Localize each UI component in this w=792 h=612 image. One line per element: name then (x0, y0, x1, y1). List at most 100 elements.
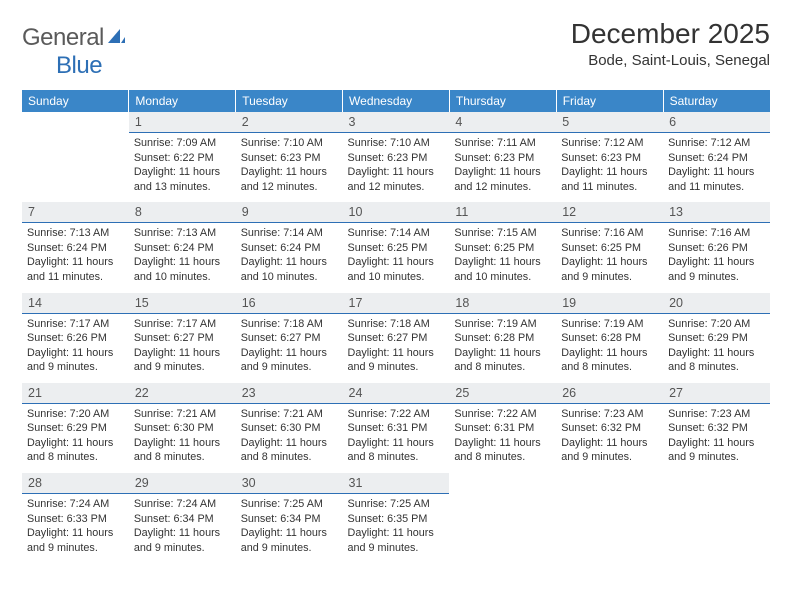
header: General Blue December 2025 Bode, Saint-L… (22, 18, 770, 80)
date-number-cell: 3 (343, 112, 450, 133)
date-number-cell: 13 (663, 202, 770, 223)
date-number-cell: 28 (22, 473, 129, 494)
daylight-line: Daylight: 11 hours and 8 minutes. (561, 346, 658, 375)
sunrise-line: Sunrise: 7:16 AM (668, 226, 765, 241)
daylight-line: Daylight: 11 hours and 9 minutes. (134, 346, 231, 375)
sunrise-line: Sunrise: 7:22 AM (454, 407, 551, 422)
month-title: December 2025 (571, 18, 770, 50)
date-data-cell: Sunrise: 7:22 AMSunset: 6:31 PMDaylight:… (343, 403, 450, 473)
sunset-line: Sunset: 6:24 PM (27, 241, 124, 256)
date-number-cell: 8 (129, 202, 236, 223)
date-number-cell: 19 (556, 293, 663, 314)
sunrise-line: Sunrise: 7:18 AM (348, 317, 445, 332)
sunrise-line: Sunrise: 7:10 AM (348, 136, 445, 151)
sunrise-line: Sunrise: 7:20 AM (668, 317, 765, 332)
date-number-cell (556, 473, 663, 494)
date-number-cell: 29 (129, 473, 236, 494)
sunrise-line: Sunrise: 7:14 AM (348, 226, 445, 241)
date-number-cell: 5 (556, 112, 663, 133)
date-data-cell: Sunrise: 7:18 AMSunset: 6:27 PMDaylight:… (343, 313, 450, 383)
sunrise-line: Sunrise: 7:23 AM (561, 407, 658, 422)
date-number-cell: 14 (22, 293, 129, 314)
sunrise-line: Sunrise: 7:16 AM (561, 226, 658, 241)
dow-thu: Thursday (449, 90, 556, 112)
dow-wed: Wednesday (343, 90, 450, 112)
sunrise-line: Sunrise: 7:24 AM (134, 497, 231, 512)
sunrise-line: Sunrise: 7:13 AM (134, 226, 231, 241)
dow-tue: Tuesday (236, 90, 343, 112)
date-number-cell: 4 (449, 112, 556, 133)
date-data-cell: Sunrise: 7:22 AMSunset: 6:31 PMDaylight:… (449, 403, 556, 473)
sunrise-line: Sunrise: 7:12 AM (668, 136, 765, 151)
daylight-line: Daylight: 11 hours and 9 minutes. (241, 526, 338, 555)
sunset-line: Sunset: 6:24 PM (134, 241, 231, 256)
sunset-line: Sunset: 6:27 PM (241, 331, 338, 346)
daylight-line: Daylight: 11 hours and 10 minutes. (454, 255, 551, 284)
daylight-line: Daylight: 11 hours and 13 minutes. (134, 165, 231, 194)
logo-text-general: General (22, 24, 104, 51)
date-number-cell: 16 (236, 293, 343, 314)
date-data-cell: Sunrise: 7:20 AMSunset: 6:29 PMDaylight:… (663, 313, 770, 383)
sunset-line: Sunset: 6:32 PM (561, 421, 658, 436)
date-number-cell: 31 (343, 473, 450, 494)
date-data-cell: Sunrise: 7:21 AMSunset: 6:30 PMDaylight:… (129, 403, 236, 473)
date-data-cell (22, 133, 129, 203)
date-number-cell: 15 (129, 293, 236, 314)
date-data-cell: Sunrise: 7:18 AMSunset: 6:27 PMDaylight:… (236, 313, 343, 383)
daylight-line: Daylight: 11 hours and 10 minutes. (134, 255, 231, 284)
daylight-line: Daylight: 11 hours and 9 minutes. (561, 436, 658, 465)
date-data-cell: Sunrise: 7:13 AMSunset: 6:24 PMDaylight:… (22, 223, 129, 293)
calendar-table: Sunday Monday Tuesday Wednesday Thursday… (22, 90, 770, 563)
daylight-line: Daylight: 11 hours and 9 minutes. (134, 526, 231, 555)
date-number-row: 28293031 (22, 473, 770, 494)
daylight-line: Daylight: 11 hours and 9 minutes. (668, 255, 765, 284)
date-data-cell: Sunrise: 7:12 AMSunset: 6:24 PMDaylight:… (663, 133, 770, 203)
daylight-line: Daylight: 11 hours and 11 minutes. (668, 165, 765, 194)
date-number-cell (449, 473, 556, 494)
date-number-cell: 20 (663, 293, 770, 314)
date-data-cell: Sunrise: 7:16 AMSunset: 6:25 PMDaylight:… (556, 223, 663, 293)
daylight-line: Daylight: 11 hours and 9 minutes. (348, 346, 445, 375)
date-data-cell: Sunrise: 7:17 AMSunset: 6:27 PMDaylight:… (129, 313, 236, 383)
date-number-cell: 1 (129, 112, 236, 133)
location: Bode, Saint-Louis, Senegal (571, 52, 770, 69)
daylight-line: Daylight: 11 hours and 8 minutes. (241, 436, 338, 465)
sunrise-line: Sunrise: 7:18 AM (241, 317, 338, 332)
sunrise-line: Sunrise: 7:17 AM (27, 317, 124, 332)
sunrise-line: Sunrise: 7:25 AM (348, 497, 445, 512)
sunrise-line: Sunrise: 7:10 AM (241, 136, 338, 151)
sunrise-line: Sunrise: 7:21 AM (241, 407, 338, 422)
date-data-row: Sunrise: 7:24 AM Sunset: 6:33 PM Daylight:… (22, 494, 770, 564)
daylight-line: Daylight: 11 hours and 9 minutes. (27, 346, 124, 375)
sunrise-line: Sunrise: 7:13 AM (27, 226, 124, 241)
sunrise-line: Sunrise: 7:11 AM (454, 136, 551, 151)
sunset-line: Sunset: 6:34 PM (134, 512, 231, 527)
date-data-cell: Sunrise: 7:17 AMSunset: 6:26 PMDaylight:… (22, 313, 129, 383)
date-data-cell: Sunrise: 7:13 AMSunset: 6:24 PMDaylight:… (129, 223, 236, 293)
date-data-cell: Sunrise: 7:09 AMSunset: 6:22 PMDaylight:… (129, 133, 236, 203)
date-data-cell (663, 494, 770, 564)
sunset-line: Sunset: 6:28 PM (454, 331, 551, 346)
date-number-cell: 10 (343, 202, 450, 223)
sunrise-line: Sunrise: 7:12 AM (561, 136, 658, 151)
sunset-line: Sunset: 6:27 PM (348, 331, 445, 346)
sunset-line: Sunset: 6:23 PM (241, 151, 338, 166)
sunset-line: Sunset: 6:29 PM (668, 331, 765, 346)
date-data-cell: Sunrise: 7:14 AMSunset: 6:24 PMDaylight:… (236, 223, 343, 293)
date-data-row: Sunrise: 7:17 AMSunset: 6:26 PMDaylight:… (22, 313, 770, 383)
date-data-cell: Sunrise: 7:10 AMSunset: 6:23 PMDaylight:… (343, 133, 450, 203)
date-number-cell (663, 473, 770, 494)
daylight-line: Daylight: 11 hours and 9 minutes. (668, 436, 765, 465)
sunset-line: Sunset: 6:30 PM (241, 421, 338, 436)
sunset-line: Sunset: 6:33 PM (27, 512, 124, 527)
sunrise-line: Sunrise: 7:25 AM (241, 497, 338, 512)
sunrise-line: Sunrise: 7:14 AM (241, 226, 338, 241)
date-number-row: 21222324252627 (22, 383, 770, 404)
date-data-cell: Sunrise: 7:25 AMSunset: 6:34 PMDaylight:… (236, 494, 343, 564)
sunset-line: Sunset: 6:34 PM (241, 512, 338, 527)
sunset-line: Sunset: 6:23 PM (454, 151, 551, 166)
date-number-cell: 2 (236, 112, 343, 133)
date-data-cell: Sunrise: 7:21 AMSunset: 6:30 PMDaylight:… (236, 403, 343, 473)
sunrise-line: Sunrise: 7:23 AM (668, 407, 765, 422)
sunset-line: Sunset: 6:25 PM (561, 241, 658, 256)
